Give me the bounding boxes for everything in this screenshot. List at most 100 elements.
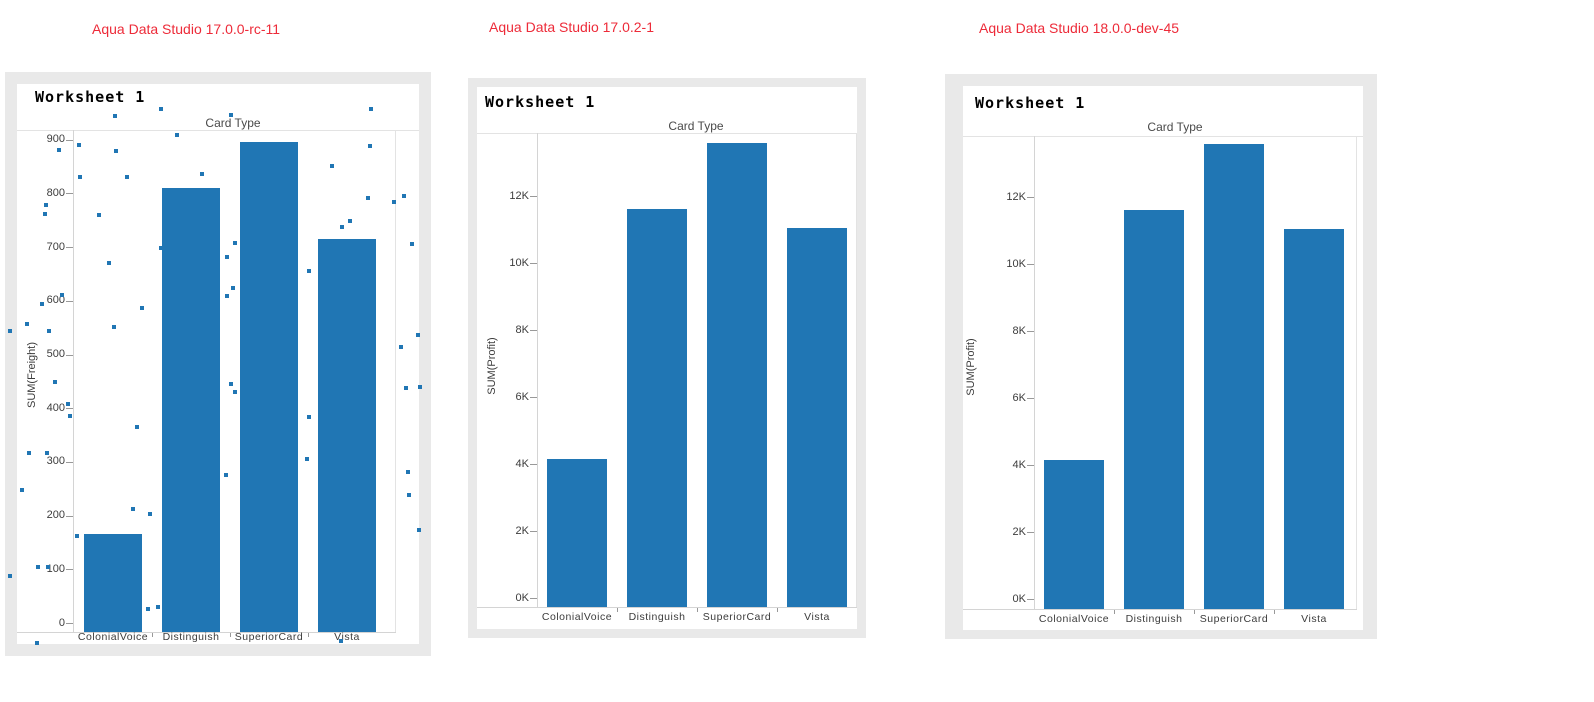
y-tick-label: 12K — [1006, 190, 1026, 203]
chart-title: Card Type — [668, 119, 724, 133]
x-category-label: Distinguish — [628, 611, 686, 623]
scatter-point — [231, 286, 235, 290]
bar-colonialvoice — [84, 534, 142, 632]
scatter-point — [159, 107, 163, 111]
x-category-label: ColonialVoice — [77, 631, 149, 643]
y-tick-mark — [530, 196, 537, 197]
x-category-label: Distinguish — [1125, 613, 1183, 625]
y-tick-label: 300 — [46, 455, 65, 468]
x-tick-mark — [230, 633, 231, 637]
y-tick-mark — [1027, 264, 1034, 265]
scatter-point — [68, 414, 72, 418]
x-category-label: SuperiorCard — [1199, 613, 1269, 625]
worksheet-title: Worksheet 1 — [35, 88, 146, 106]
y-tick-label: 8K — [1012, 324, 1026, 337]
chart-panel-2: Worksheet 1 Card Type SUM(Profit) 0K 2K 4K 6K 8… — [468, 78, 866, 638]
scatter-point — [417, 528, 421, 532]
scatter-point — [200, 172, 204, 176]
scatter-point — [125, 175, 129, 179]
scatter-point — [224, 473, 228, 477]
y-tick-label: 2K — [1012, 525, 1026, 538]
scatter-point — [140, 306, 144, 310]
scatter-point — [225, 294, 229, 298]
x-category-label: SuperiorCard — [702, 611, 772, 623]
scatter-point — [47, 329, 51, 333]
plot-top-border — [963, 136, 1363, 137]
scatter-point — [8, 329, 12, 333]
y-tick-mark — [66, 300, 73, 302]
worksheet-title: Worksheet 1 — [975, 94, 1086, 112]
scatter-point — [392, 200, 396, 204]
y-tick-label: 100 — [46, 562, 65, 575]
y-axis-title: SUM(Profit) — [486, 337, 498, 395]
x-tick-mark — [1274, 610, 1275, 614]
bar-colonialvoice — [1044, 460, 1104, 609]
y-tick-mark — [66, 623, 73, 624]
y-tick-label: 4K — [1012, 458, 1026, 471]
y-tick-mark — [66, 461, 73, 463]
y-tick-label: 2K — [515, 524, 529, 537]
version-label-3: Aqua Data Studio 18.0.0-dev-45 — [979, 20, 1180, 36]
scatter-point — [225, 255, 229, 259]
scatter-point — [305, 457, 309, 461]
y-tick-mark — [530, 464, 537, 465]
scatter-point — [416, 333, 420, 337]
scatter-point — [307, 269, 311, 273]
y-axis-line — [537, 133, 538, 607]
scatter-point — [43, 212, 47, 216]
y-tick-mark — [66, 515, 73, 517]
scatter-point — [53, 380, 57, 384]
worksheet-title: Worksheet 1 — [485, 93, 596, 111]
x-tick-mark — [697, 608, 698, 612]
x-tick-mark — [308, 633, 309, 637]
y-tick-mark — [1027, 197, 1034, 198]
scatter-point — [78, 175, 82, 179]
x-category-label: SuperiorCard — [234, 631, 304, 643]
y-tick-label: 900 — [46, 133, 65, 146]
scatter-point — [112, 325, 116, 329]
y-tick-label: 6K — [515, 390, 529, 403]
scatter-point — [330, 164, 334, 168]
scatter-point — [369, 107, 373, 111]
x-axis-line — [477, 607, 857, 608]
x-tick-mark — [617, 608, 618, 612]
y-tick-mark — [1027, 599, 1034, 600]
scatter-point — [156, 605, 160, 609]
y-tick-mark — [66, 193, 73, 195]
scatter-point — [27, 451, 31, 455]
y-tick-label: 200 — [46, 509, 65, 522]
scatter-point — [35, 641, 39, 645]
scatter-point — [45, 451, 49, 455]
plot-top-border — [17, 130, 419, 131]
x-category-label: Distinguish — [162, 631, 220, 643]
x-category-label: ColonialVoice — [1038, 613, 1110, 625]
y-tick-label: 4K — [515, 457, 529, 470]
scatter-point — [114, 149, 118, 153]
x-axis-line — [17, 632, 396, 633]
y-tick-mark — [1027, 398, 1034, 399]
x-tick-mark — [1194, 610, 1195, 614]
y-tick-label: 10K — [509, 256, 529, 269]
scatter-point — [57, 148, 61, 152]
bar-distinguish — [162, 188, 220, 632]
scatter-point — [402, 194, 406, 198]
x-category-label: Vista — [804, 611, 830, 623]
x-category-label: ColonialVoice — [541, 611, 613, 623]
scatter-point — [399, 345, 403, 349]
chart-title: Card Type — [1147, 120, 1203, 134]
y-tick-mark — [530, 330, 537, 331]
y-tick-label: 0K — [1012, 592, 1026, 605]
bar-vista — [787, 227, 847, 607]
y-tick-label: 400 — [46, 401, 65, 414]
y-tick-mark — [530, 263, 537, 264]
plot-right-border — [1356, 136, 1357, 609]
x-tick-mark — [1114, 610, 1115, 614]
scatter-point — [407, 493, 411, 497]
x-tick-mark — [777, 608, 778, 612]
scatter-point — [40, 302, 44, 306]
x-tick-mark — [152, 633, 153, 637]
scatter-point — [340, 225, 344, 229]
scatter-point — [107, 261, 111, 265]
y-tick-label: 12K — [509, 189, 529, 202]
